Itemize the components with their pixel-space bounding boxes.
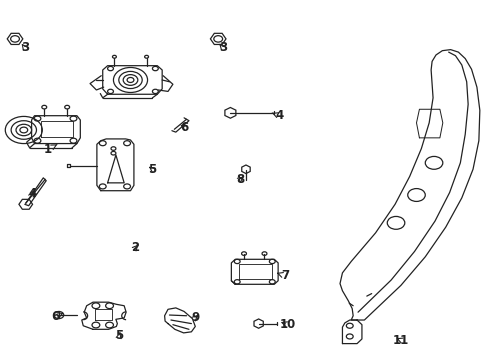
Text: 4: 4 (28, 187, 36, 200)
Text: 5: 5 (115, 329, 123, 342)
Text: 3: 3 (219, 41, 227, 54)
Text: 10: 10 (280, 318, 296, 331)
Text: 6: 6 (180, 121, 189, 134)
Text: 6: 6 (51, 310, 63, 323)
Text: 7: 7 (278, 269, 289, 282)
Text: 9: 9 (191, 311, 199, 324)
Text: 1: 1 (44, 143, 57, 156)
Text: 3: 3 (21, 41, 29, 54)
Text: 8: 8 (236, 173, 244, 186)
Text: 11: 11 (393, 333, 409, 347)
Text: 4: 4 (272, 109, 283, 122)
Text: 5: 5 (148, 163, 156, 176)
Text: 2: 2 (131, 241, 140, 255)
